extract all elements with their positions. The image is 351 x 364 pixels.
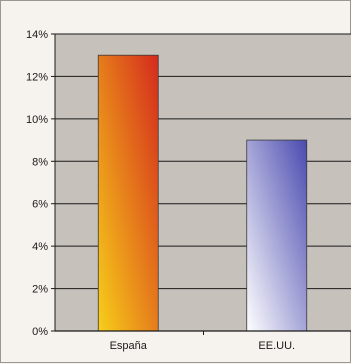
x-category-labels: España EE.UU. — [110, 340, 296, 352]
x-category-label: España — [110, 340, 148, 352]
y-tick-labels: 0% 2% 4% 6% 8% 10% 12% 14% — [26, 29, 48, 338]
y-tick-label: 0% — [32, 326, 48, 338]
y-tick-label: 2% — [32, 284, 48, 296]
axes — [54, 34, 351, 332]
y-tick-label: 4% — [32, 241, 48, 253]
bar-1 — [246, 139, 308, 332]
bar-0 — [97, 54, 159, 332]
y-tick-label: 10% — [26, 114, 48, 126]
bars — [97, 54, 308, 332]
y-tick-label: 6% — [32, 199, 48, 211]
y-tick-label: 14% — [26, 29, 48, 41]
y-tick-label: 8% — [32, 156, 48, 168]
y-tick-label: 12% — [26, 71, 48, 83]
x-category-label: EE.UU. — [258, 340, 295, 352]
